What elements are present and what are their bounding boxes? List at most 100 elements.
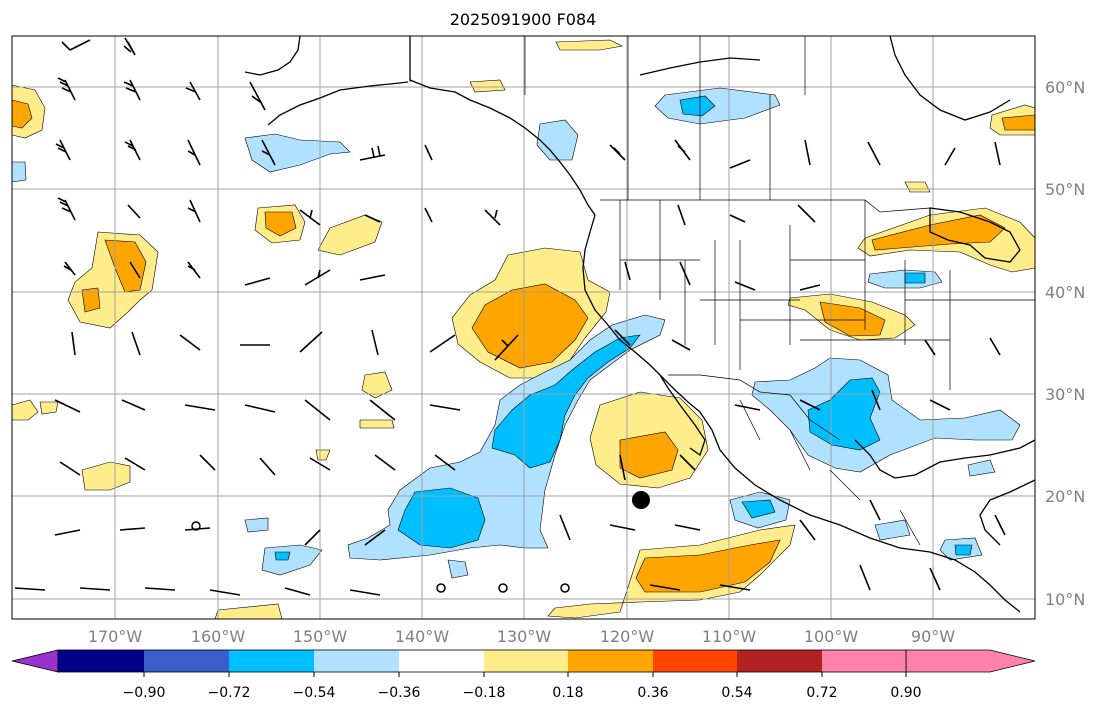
colorbar-tick-label: 0.36 bbox=[637, 685, 668, 701]
colorbar-ticks bbox=[143, 672, 907, 677]
border-mexico-states bbox=[739, 399, 921, 546]
positive-anomaly-region bbox=[264, 211, 297, 237]
colorbar-segment bbox=[653, 650, 737, 672]
lat-label: 40°N bbox=[1045, 283, 1085, 302]
negative-anomaly-region bbox=[447, 559, 469, 579]
positive-anomaly-region bbox=[819, 301, 886, 337]
colorbar-extend-high bbox=[905, 649, 1036, 673]
positive-anomaly-region bbox=[1001, 114, 1035, 131]
wind-barb bbox=[614, 329, 631, 346]
wind-barb bbox=[57, 197, 76, 221]
wind-barb bbox=[187, 139, 201, 166]
wind-barb bbox=[429, 404, 461, 411]
wind-barb bbox=[79, 587, 111, 591]
latitude-labels: 60°N 50°N 40°N 30°N 20°N 10°N bbox=[1045, 78, 1085, 609]
negative-anomaly-region bbox=[679, 95, 716, 117]
wind-barb bbox=[649, 584, 681, 591]
lon-label: 170°W bbox=[88, 627, 143, 646]
colorbar-frame bbox=[57, 649, 907, 673]
coastline-yucatan bbox=[979, 479, 1035, 546]
wind-barb bbox=[304, 399, 331, 421]
anomaly-fills bbox=[12, 39, 1035, 619]
lon-label: 150°W bbox=[293, 627, 348, 646]
lat-label: 30°N bbox=[1045, 385, 1085, 404]
wind-barb bbox=[871, 389, 881, 411]
negative-anomaly-region bbox=[244, 133, 351, 173]
lon-label: 120°W bbox=[600, 627, 655, 646]
lat-label: 50°N bbox=[1045, 180, 1085, 199]
wind-barb bbox=[244, 277, 271, 286]
coastline-alaska bbox=[409, 36, 596, 216]
wind-barb bbox=[261, 139, 276, 166]
wind-barb bbox=[123, 37, 136, 56]
wind-barb bbox=[729, 159, 751, 169]
negative-anomaly-region bbox=[12, 161, 27, 183]
wind-barb bbox=[249, 81, 266, 111]
wind-barb bbox=[859, 564, 871, 591]
negative-anomaly-region bbox=[244, 517, 269, 533]
colorbar-tick-label: 0.18 bbox=[552, 685, 583, 701]
colorbar-segment bbox=[737, 650, 822, 672]
colorbar-tick-label: −0.36 bbox=[378, 685, 421, 701]
island-marker bbox=[436, 583, 446, 593]
wind-barb bbox=[609, 144, 626, 161]
lon-label: 130°W bbox=[497, 627, 552, 646]
wind-barb bbox=[304, 529, 321, 546]
wind-barb bbox=[434, 454, 456, 471]
wind-barb bbox=[349, 589, 381, 596]
wind-barb bbox=[179, 334, 201, 351]
longitude-labels: 170°W 160°W 150°W 140°W 130°W 120°W 110°… bbox=[88, 627, 955, 646]
negative-anomaly-region bbox=[491, 334, 641, 469]
wind-barb bbox=[304, 269, 331, 286]
wind-barb bbox=[799, 399, 821, 411]
wind-barb bbox=[624, 261, 631, 281]
wind-barb bbox=[364, 529, 386, 546]
wind-barb bbox=[797, 204, 816, 223]
wind-barb bbox=[209, 589, 241, 596]
colorbar-tick-label: −0.72 bbox=[208, 685, 251, 701]
coastline-hudson bbox=[889, 36, 1011, 121]
wind-barb bbox=[57, 77, 76, 101]
wind-barb bbox=[869, 499, 881, 521]
colorbar-tick-label: 0.54 bbox=[721, 685, 752, 701]
wind-barb bbox=[184, 527, 211, 531]
wind-barb bbox=[994, 141, 1001, 166]
colorbar-extend-low bbox=[11, 649, 59, 673]
colorbar-tick-label: 0.72 bbox=[806, 685, 837, 701]
wind-barb bbox=[424, 207, 433, 223]
wind-barb bbox=[944, 147, 956, 166]
lon-label: 100°W bbox=[804, 627, 859, 646]
wind-barb bbox=[929, 567, 941, 591]
border-canada-provinces bbox=[524, 36, 806, 200]
wind-barb bbox=[199, 454, 216, 471]
colorbar-segment bbox=[399, 650, 484, 672]
wind-barb bbox=[364, 214, 381, 223]
wind-barb bbox=[804, 139, 811, 166]
wind-barb bbox=[679, 261, 691, 286]
wind-barb bbox=[734, 404, 761, 411]
positive-anomaly-region bbox=[39, 401, 59, 415]
colorbar-segment bbox=[144, 650, 229, 672]
positive-anomaly-region bbox=[81, 287, 101, 313]
positive-anomaly-region bbox=[12, 399, 39, 421]
wind-barb bbox=[989, 337, 1001, 356]
wind-barb bbox=[674, 139, 691, 161]
negative-anomaly-region bbox=[967, 459, 996, 477]
wind-barb bbox=[677, 204, 686, 226]
positive-anomaly-region bbox=[619, 431, 679, 479]
coastline-gulf bbox=[854, 439, 1035, 479]
wind-barb bbox=[729, 214, 746, 223]
map-title: 2025091900 F084 bbox=[450, 10, 597, 29]
colorbar-tick-label: −0.54 bbox=[293, 685, 336, 701]
political-borders bbox=[409, 36, 1035, 546]
negative-anomaly-region bbox=[274, 551, 291, 561]
wind-barb bbox=[559, 514, 571, 541]
wind-barb bbox=[994, 514, 1006, 536]
positive-anomaly-region bbox=[214, 603, 283, 619]
wind-barb bbox=[867, 141, 881, 166]
lat-label: 60°N bbox=[1045, 78, 1085, 97]
wind-barb bbox=[299, 331, 323, 353]
negative-anomaly-region bbox=[741, 499, 776, 519]
border-us-mexico bbox=[668, 374, 841, 441]
